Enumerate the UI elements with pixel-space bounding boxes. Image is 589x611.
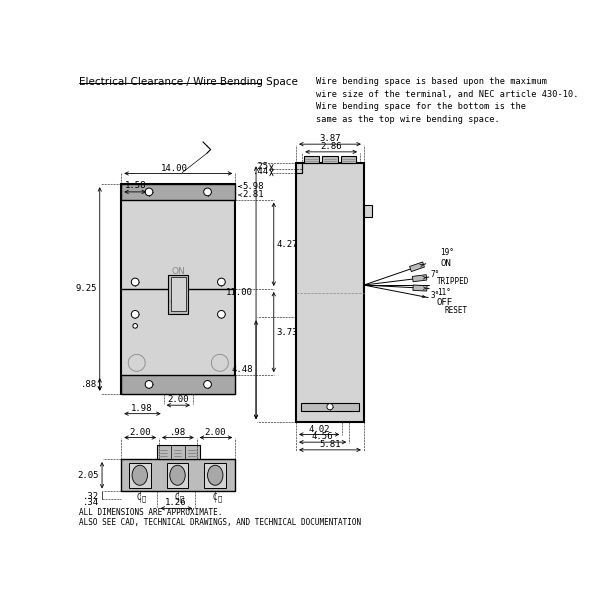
Circle shape <box>204 188 211 196</box>
Bar <box>121 184 235 393</box>
Ellipse shape <box>207 465 223 485</box>
Text: 2.00: 2.00 <box>204 428 226 437</box>
Text: 2.86: 2.86 <box>320 142 342 151</box>
Text: ℓ: ℓ <box>142 495 146 502</box>
Bar <box>121 184 235 200</box>
Text: 2.00: 2.00 <box>129 428 151 437</box>
Text: 4.27: 4.27 <box>277 240 299 249</box>
Text: ALL DIMENSIONS ARE APPROXIMATE.
ALSO SEE CAD, TECHNICAL DRAWINGS, AND TECHNICAL : ALL DIMENSIONS ARE APPROXIMATE. ALSO SEE… <box>79 508 361 527</box>
Text: 1.26: 1.26 <box>166 499 187 508</box>
Circle shape <box>133 324 137 328</box>
Text: 14.00: 14.00 <box>161 164 188 174</box>
Text: .44: .44 <box>253 167 269 175</box>
Text: 19°: 19° <box>440 248 454 257</box>
Text: .34: .34 <box>83 499 99 508</box>
Text: 11.00: 11.00 <box>226 288 253 298</box>
Polygon shape <box>412 275 427 282</box>
Circle shape <box>145 188 153 196</box>
Circle shape <box>204 381 211 388</box>
Text: 7°: 7° <box>431 270 440 279</box>
Text: 2.05: 2.05 <box>78 470 99 480</box>
Text: 9.25: 9.25 <box>75 284 97 293</box>
Text: 4.56: 4.56 <box>312 432 333 441</box>
Text: Wire bending space is based upon the maximum
wire size of the terminal, and NEC : Wire bending space is based upon the max… <box>316 77 578 123</box>
Text: .25: .25 <box>253 162 269 171</box>
Text: 4.02: 4.02 <box>309 425 330 434</box>
Text: 5.81: 5.81 <box>319 440 340 449</box>
Bar <box>171 277 186 311</box>
Text: 3.73: 3.73 <box>277 327 299 337</box>
Text: C: C <box>174 493 179 502</box>
Bar <box>157 445 200 459</box>
Text: 1.98: 1.98 <box>131 404 153 413</box>
Text: 3°: 3° <box>431 291 440 301</box>
Text: ℓ: ℓ <box>180 495 184 502</box>
Ellipse shape <box>132 465 147 485</box>
Bar <box>168 275 188 313</box>
Bar <box>121 375 235 393</box>
Text: C: C <box>212 493 217 502</box>
Text: 2.00: 2.00 <box>167 395 189 404</box>
Bar <box>341 156 356 163</box>
Circle shape <box>131 278 139 286</box>
Text: C: C <box>137 493 141 502</box>
Ellipse shape <box>170 465 185 485</box>
Circle shape <box>217 278 225 286</box>
Text: .32: .32 <box>83 492 99 501</box>
Bar <box>304 156 319 163</box>
Text: .88: .88 <box>81 380 97 389</box>
Text: RESET: RESET <box>445 306 468 315</box>
Text: OFF: OFF <box>170 298 187 307</box>
Bar <box>296 163 302 174</box>
Circle shape <box>145 381 153 388</box>
Bar <box>364 205 372 218</box>
Polygon shape <box>413 285 427 291</box>
Bar <box>301 403 359 411</box>
Text: TRIPPED: TRIPPED <box>437 277 469 286</box>
Bar <box>322 156 337 163</box>
Text: 3.87: 3.87 <box>319 134 340 143</box>
Text: OFF: OFF <box>437 298 453 307</box>
Text: 5.98: 5.98 <box>242 182 264 191</box>
Text: ℓ: ℓ <box>217 495 222 502</box>
Text: 11°: 11° <box>437 288 451 298</box>
Text: 4.48: 4.48 <box>231 365 253 375</box>
Polygon shape <box>409 262 425 271</box>
Bar <box>204 463 226 488</box>
Circle shape <box>131 310 139 318</box>
Text: 1.58: 1.58 <box>124 181 146 190</box>
Bar <box>129 463 151 488</box>
Circle shape <box>217 310 225 318</box>
Text: ON: ON <box>171 268 185 277</box>
Text: .98: .98 <box>170 428 186 437</box>
Text: ON: ON <box>440 259 451 268</box>
Bar <box>296 163 364 422</box>
Text: Electrical Clearance / Wire Bending Space: Electrical Clearance / Wire Bending Spac… <box>79 77 298 87</box>
Bar <box>121 459 235 491</box>
Circle shape <box>327 404 333 410</box>
Bar <box>167 463 188 488</box>
Text: 2.81: 2.81 <box>242 191 264 199</box>
